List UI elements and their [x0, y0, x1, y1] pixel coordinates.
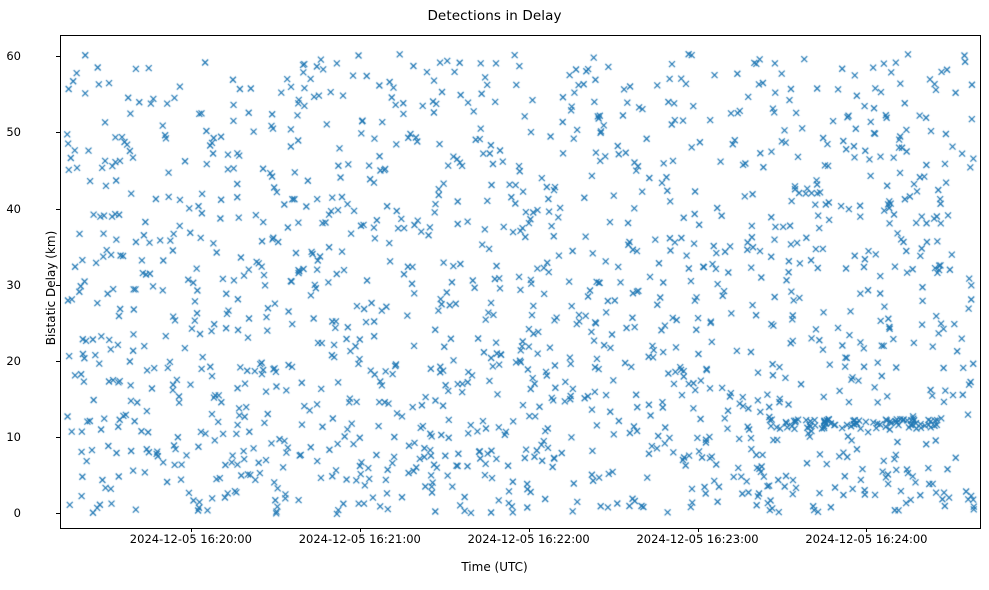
y-tick-label: 20	[6, 353, 21, 368]
y-tick-label: 60	[6, 49, 21, 64]
y-tick-label: 30	[6, 277, 21, 292]
x-tick-mark	[191, 528, 192, 532]
plot-area[interactable]	[60, 35, 981, 529]
y-tick-mark	[56, 437, 60, 438]
x-tick-label: 2024-12-05 16:22:00	[467, 532, 590, 546]
x-tick-label: 2024-12-05 16:24:00	[805, 532, 928, 546]
x-axis-label: Time (UTC)	[461, 560, 528, 574]
y-tick-label: 0	[13, 506, 21, 521]
x-tick-label: 2024-12-05 16:21:00	[298, 532, 421, 546]
y-tick-label: 40	[6, 201, 21, 216]
y-tick-label: 50	[6, 125, 21, 140]
x-tick-mark	[866, 528, 867, 532]
page-title: Detections in Delay	[427, 8, 562, 24]
x-tick-label: 2024-12-05 16:23:00	[636, 532, 759, 546]
scatter-canvas	[61, 36, 980, 528]
y-tick-mark	[56, 361, 60, 362]
x-tick-mark	[360, 528, 361, 532]
y-tick-mark	[56, 56, 60, 57]
y-tick-mark	[56, 132, 60, 133]
x-tick-label: 2024-12-05 16:20:00	[129, 532, 252, 546]
y-tick-mark	[56, 285, 60, 286]
y-axis-label: Bistatic Delay (km)	[44, 230, 58, 346]
x-tick-mark	[698, 528, 699, 532]
x-tick-mark	[529, 528, 530, 532]
y-tick-label: 10	[6, 430, 21, 445]
y-tick-mark	[56, 209, 60, 210]
y-tick-mark	[56, 513, 60, 514]
